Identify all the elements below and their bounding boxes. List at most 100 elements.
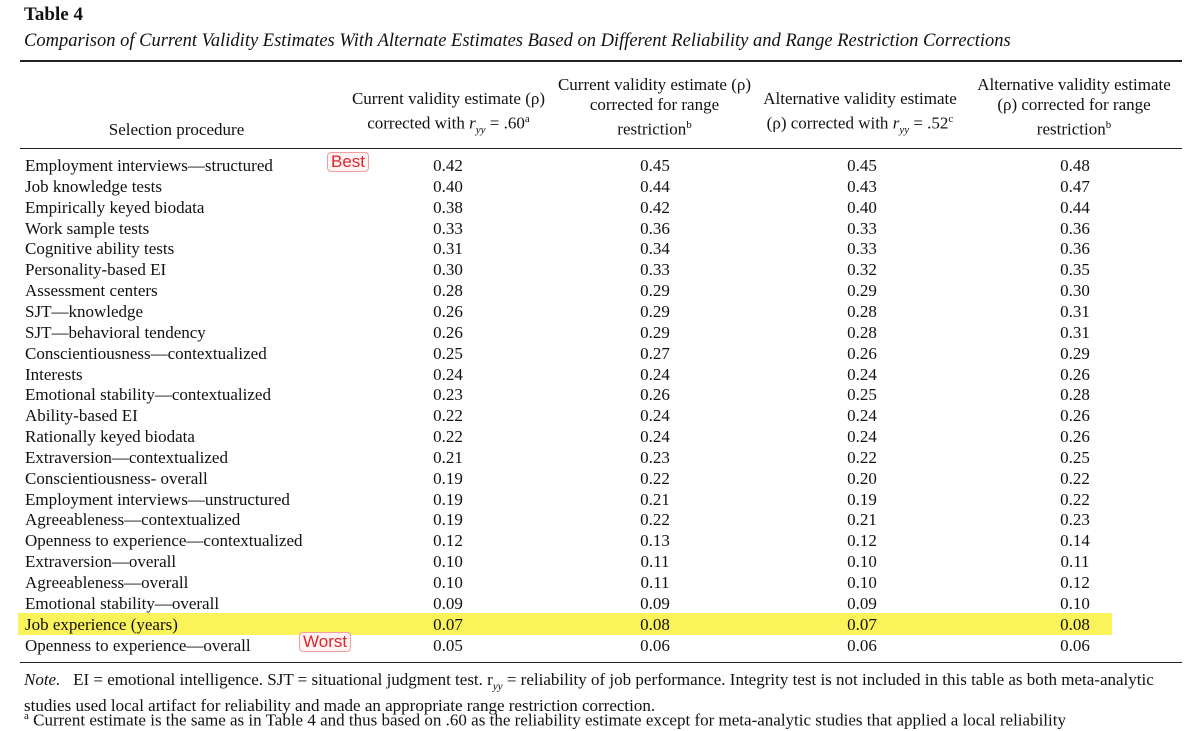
estimate: 0.25 <box>433 343 463 363</box>
estimate: 0.27 <box>640 343 670 363</box>
estimate: 0.09 <box>847 593 877 613</box>
estimate: 0.29 <box>640 301 670 321</box>
estimate: 0.22 <box>640 510 670 530</box>
estimate: 0.11 <box>640 552 670 572</box>
procedure: Emotional stability—contextualized <box>25 385 271 405</box>
estimate: 0.23 <box>640 447 670 467</box>
estimate: 0.22 <box>640 468 670 488</box>
table-row: Conscientiousness- overall 0.19 0.22 0.20 0.… <box>0 469 1200 490</box>
estimate: 0.28 <box>1060 385 1090 405</box>
estimate: 0.19 <box>433 510 463 530</box>
table-row: Job experience (years) 0.07 0.08 0.07 0.08 <box>0 612 1200 636</box>
footnote-text: Current estimate is the same as in Table… <box>33 710 1066 730</box>
procedure: Conscientiousness- overall <box>25 468 208 488</box>
estimate: 0.29 <box>640 281 670 301</box>
estimate: 0.36 <box>1060 218 1090 238</box>
estimate: 0.22 <box>433 406 463 426</box>
estimate: 0.19 <box>433 489 463 509</box>
estimate: 0.34 <box>640 239 670 259</box>
estimate: 0.08 <box>1060 614 1090 634</box>
estimate: 0.33 <box>433 218 463 238</box>
estimate: 0.28 <box>433 281 463 301</box>
head-sup: a <box>524 112 530 125</box>
estimate: 0.05 <box>433 635 463 655</box>
estimate: 0.12 <box>847 531 877 551</box>
estimate: 0.25 <box>847 385 877 405</box>
estimate: 0.10 <box>1060 593 1090 613</box>
procedure: Empirically keyed biodata <box>25 197 205 217</box>
stub-head-text: Selection procedure <box>108 120 245 139</box>
estimate: 0.44 <box>1060 197 1090 217</box>
table-row: Personality-based EI 0.30 0.33 0.32 0.35 <box>0 260 1200 281</box>
column-head: Alternative validity estimate (ρ) correc… <box>760 76 960 140</box>
estimate: 0.10 <box>847 552 877 572</box>
estimate: 0.31 <box>1060 301 1090 321</box>
table-row: Ability-based EI 0.22 0.24 0.24 0.26 <box>0 406 1200 427</box>
estimate: 0.30 <box>1060 281 1090 301</box>
note-label: Note. <box>24 670 61 689</box>
estimate: 0.06 <box>640 635 670 655</box>
procedure: Job experience (years) <box>25 614 178 634</box>
head-sub: yy <box>475 124 486 136</box>
table-row: Agreeableness—contextualized 0.19 0.22 0.21… <box>0 510 1200 531</box>
table-row: Work sample tests 0.33 0.36 0.33 0.36 <box>0 219 1200 240</box>
estimate: 0.33 <box>847 218 877 238</box>
estimate: 0.45 <box>640 156 670 175</box>
estimate: 0.24 <box>640 406 670 426</box>
procedure: Openness to experience—contextualized <box>25 531 303 551</box>
estimate: 0.06 <box>847 635 877 655</box>
estimate: 0.10 <box>433 552 463 572</box>
head-text: Current validity estimate (ρ) corrected … <box>351 88 546 133</box>
procedure: Employment interviews—structured <box>25 156 273 175</box>
estimate: 0.44 <box>640 176 670 196</box>
estimate: 0.47 <box>1060 176 1090 196</box>
procedure: Emotional stability—overall <box>25 593 220 613</box>
head-var: r <box>469 113 476 133</box>
estimate: 0.31 <box>433 239 463 259</box>
estimate: 0.23 <box>1060 510 1090 530</box>
estimate: 0.22 <box>1060 489 1090 509</box>
estimate: 0.26 <box>1060 406 1090 426</box>
estimate: 0.07 <box>433 614 463 634</box>
procedure: Rationally keyed biodata <box>25 427 195 447</box>
estimate: 0.42 <box>640 197 670 217</box>
estimate: 0.32 <box>847 260 877 280</box>
estimate: 0.30 <box>433 260 463 280</box>
procedure: Extraversion—contextualized <box>25 447 228 467</box>
estimate: 0.36 <box>640 218 670 238</box>
procedure: Personality-based EI <box>25 260 167 280</box>
estimate: 0.26 <box>1060 427 1090 447</box>
estimate: 0.36 <box>1060 239 1090 259</box>
estimate: 0.38 <box>433 197 463 217</box>
head-text: Alternative validity estimate (ρ) correc… <box>763 88 957 133</box>
table-row: Rationally keyed biodata 0.22 0.24 0.24 0.26 <box>0 427 1200 448</box>
estimate: 0.24 <box>847 364 877 384</box>
procedure: Openness to experience—overall <box>25 635 251 655</box>
procedure: SJT—knowledge <box>25 301 144 321</box>
estimate: 0.22 <box>1060 468 1090 488</box>
procedure: Ability-based EI <box>25 406 138 426</box>
estimate: 0.28 <box>847 322 877 342</box>
estimate: 0.10 <box>433 573 463 592</box>
estimate: 0.09 <box>433 593 463 613</box>
table-row: Empirically keyed biodata 0.38 0.42 0.40 0.4… <box>0 198 1200 219</box>
procedure: Conscientiousness—contextualized <box>25 343 267 363</box>
procedure: SJT—behavioral tendency <box>25 322 206 342</box>
table-row: Emotional stability—overall 0.09 0.09 0.09 0… <box>0 594 1200 615</box>
footnote: a Current estimate is the same as in Tab… <box>24 710 1066 731</box>
estimate: 0.26 <box>433 322 463 342</box>
estimate: 0.11 <box>1060 552 1090 572</box>
procedure: Interests <box>25 364 83 384</box>
head-sup: b <box>1105 119 1112 132</box>
estimate: 0.29 <box>1060 343 1090 363</box>
estimate: 0.22 <box>433 427 463 447</box>
estimate: 0.24 <box>847 406 877 426</box>
head-rest: = .52 <box>913 113 949 133</box>
head-text: Current validity estimate (ρ) corrected … <box>557 75 752 139</box>
estimate: 0.35 <box>1060 260 1090 280</box>
estimate: 0.09 <box>640 593 670 613</box>
estimate: 0.26 <box>847 343 877 363</box>
estimate: 0.19 <box>847 489 877 509</box>
procedure: Employment interviews—unstructured <box>25 489 290 509</box>
estimate: 0.21 <box>640 489 670 509</box>
